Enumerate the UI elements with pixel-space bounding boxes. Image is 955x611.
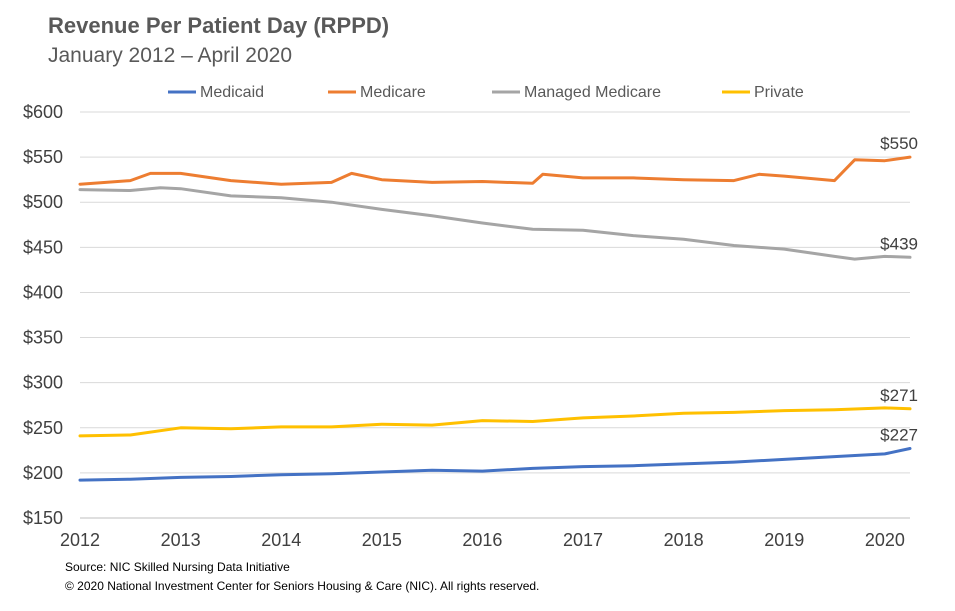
series-line-private	[78, 406, 912, 438]
y-tick-label: $400	[23, 282, 63, 302]
x-tick-label: 2015	[362, 530, 402, 550]
end-label-managed-medicare: $439	[880, 234, 918, 253]
series-line-medicaid	[78, 447, 912, 482]
legend: Medicaid Medicare Managed Medicare Private	[168, 84, 804, 101]
y-tick-label: $150	[23, 508, 63, 528]
y-tick-label: $600	[23, 102, 63, 122]
series-line-managed-medicare	[78, 186, 912, 261]
copyright-note: © 2020 National Investment Center for Se…	[65, 579, 539, 593]
x-tick-label: 2019	[764, 530, 804, 550]
x-tick-label: 2017	[563, 530, 603, 550]
x-tick-label: 2013	[161, 530, 201, 550]
y-tick-label: $550	[23, 147, 63, 167]
legend-label-managed-medicare: Managed Medicare	[524, 84, 661, 101]
end-label-medicaid: $227	[880, 426, 918, 445]
x-tick-label: 2016	[462, 530, 502, 550]
x-tick-label: 2012	[60, 530, 100, 550]
y-axis-ticks: $150 $200 $250 $300 $350 $400 $450 $500 $550 $600	[23, 102, 63, 528]
x-tick-label: 2020	[865, 530, 905, 550]
source-note: Source: NIC Skilled Nursing Data Initiat…	[65, 560, 290, 574]
x-axis-ticks: 2012 2013 2014 2015 2016 2017 2018 2019 2020	[60, 530, 905, 550]
series-lines	[78, 155, 912, 482]
end-labels: $227 $550 $439 $271	[880, 134, 918, 444]
y-tick-label: $450	[23, 237, 63, 257]
gridlines	[80, 111, 910, 519]
x-tick-label: 2014	[261, 530, 301, 550]
chart-subtitle: January 2012 – April 2020	[48, 44, 292, 67]
y-tick-label: $250	[23, 418, 63, 438]
legend-label-medicaid: Medicaid	[200, 84, 264, 101]
end-label-private: $271	[880, 386, 918, 405]
series-line-medicare	[78, 155, 912, 186]
legend-label-medicare: Medicare	[360, 84, 426, 101]
legend-label-private: Private	[754, 84, 804, 101]
chart-title: Revenue Per Patient Day (RPPD)	[48, 13, 389, 38]
y-tick-label: $500	[23, 192, 63, 212]
y-tick-label: $300	[23, 373, 63, 393]
y-tick-label: $200	[23, 463, 63, 483]
y-tick-label: $350	[23, 328, 63, 348]
x-tick-label: 2018	[664, 530, 704, 550]
end-label-medicare: $550	[880, 134, 918, 153]
